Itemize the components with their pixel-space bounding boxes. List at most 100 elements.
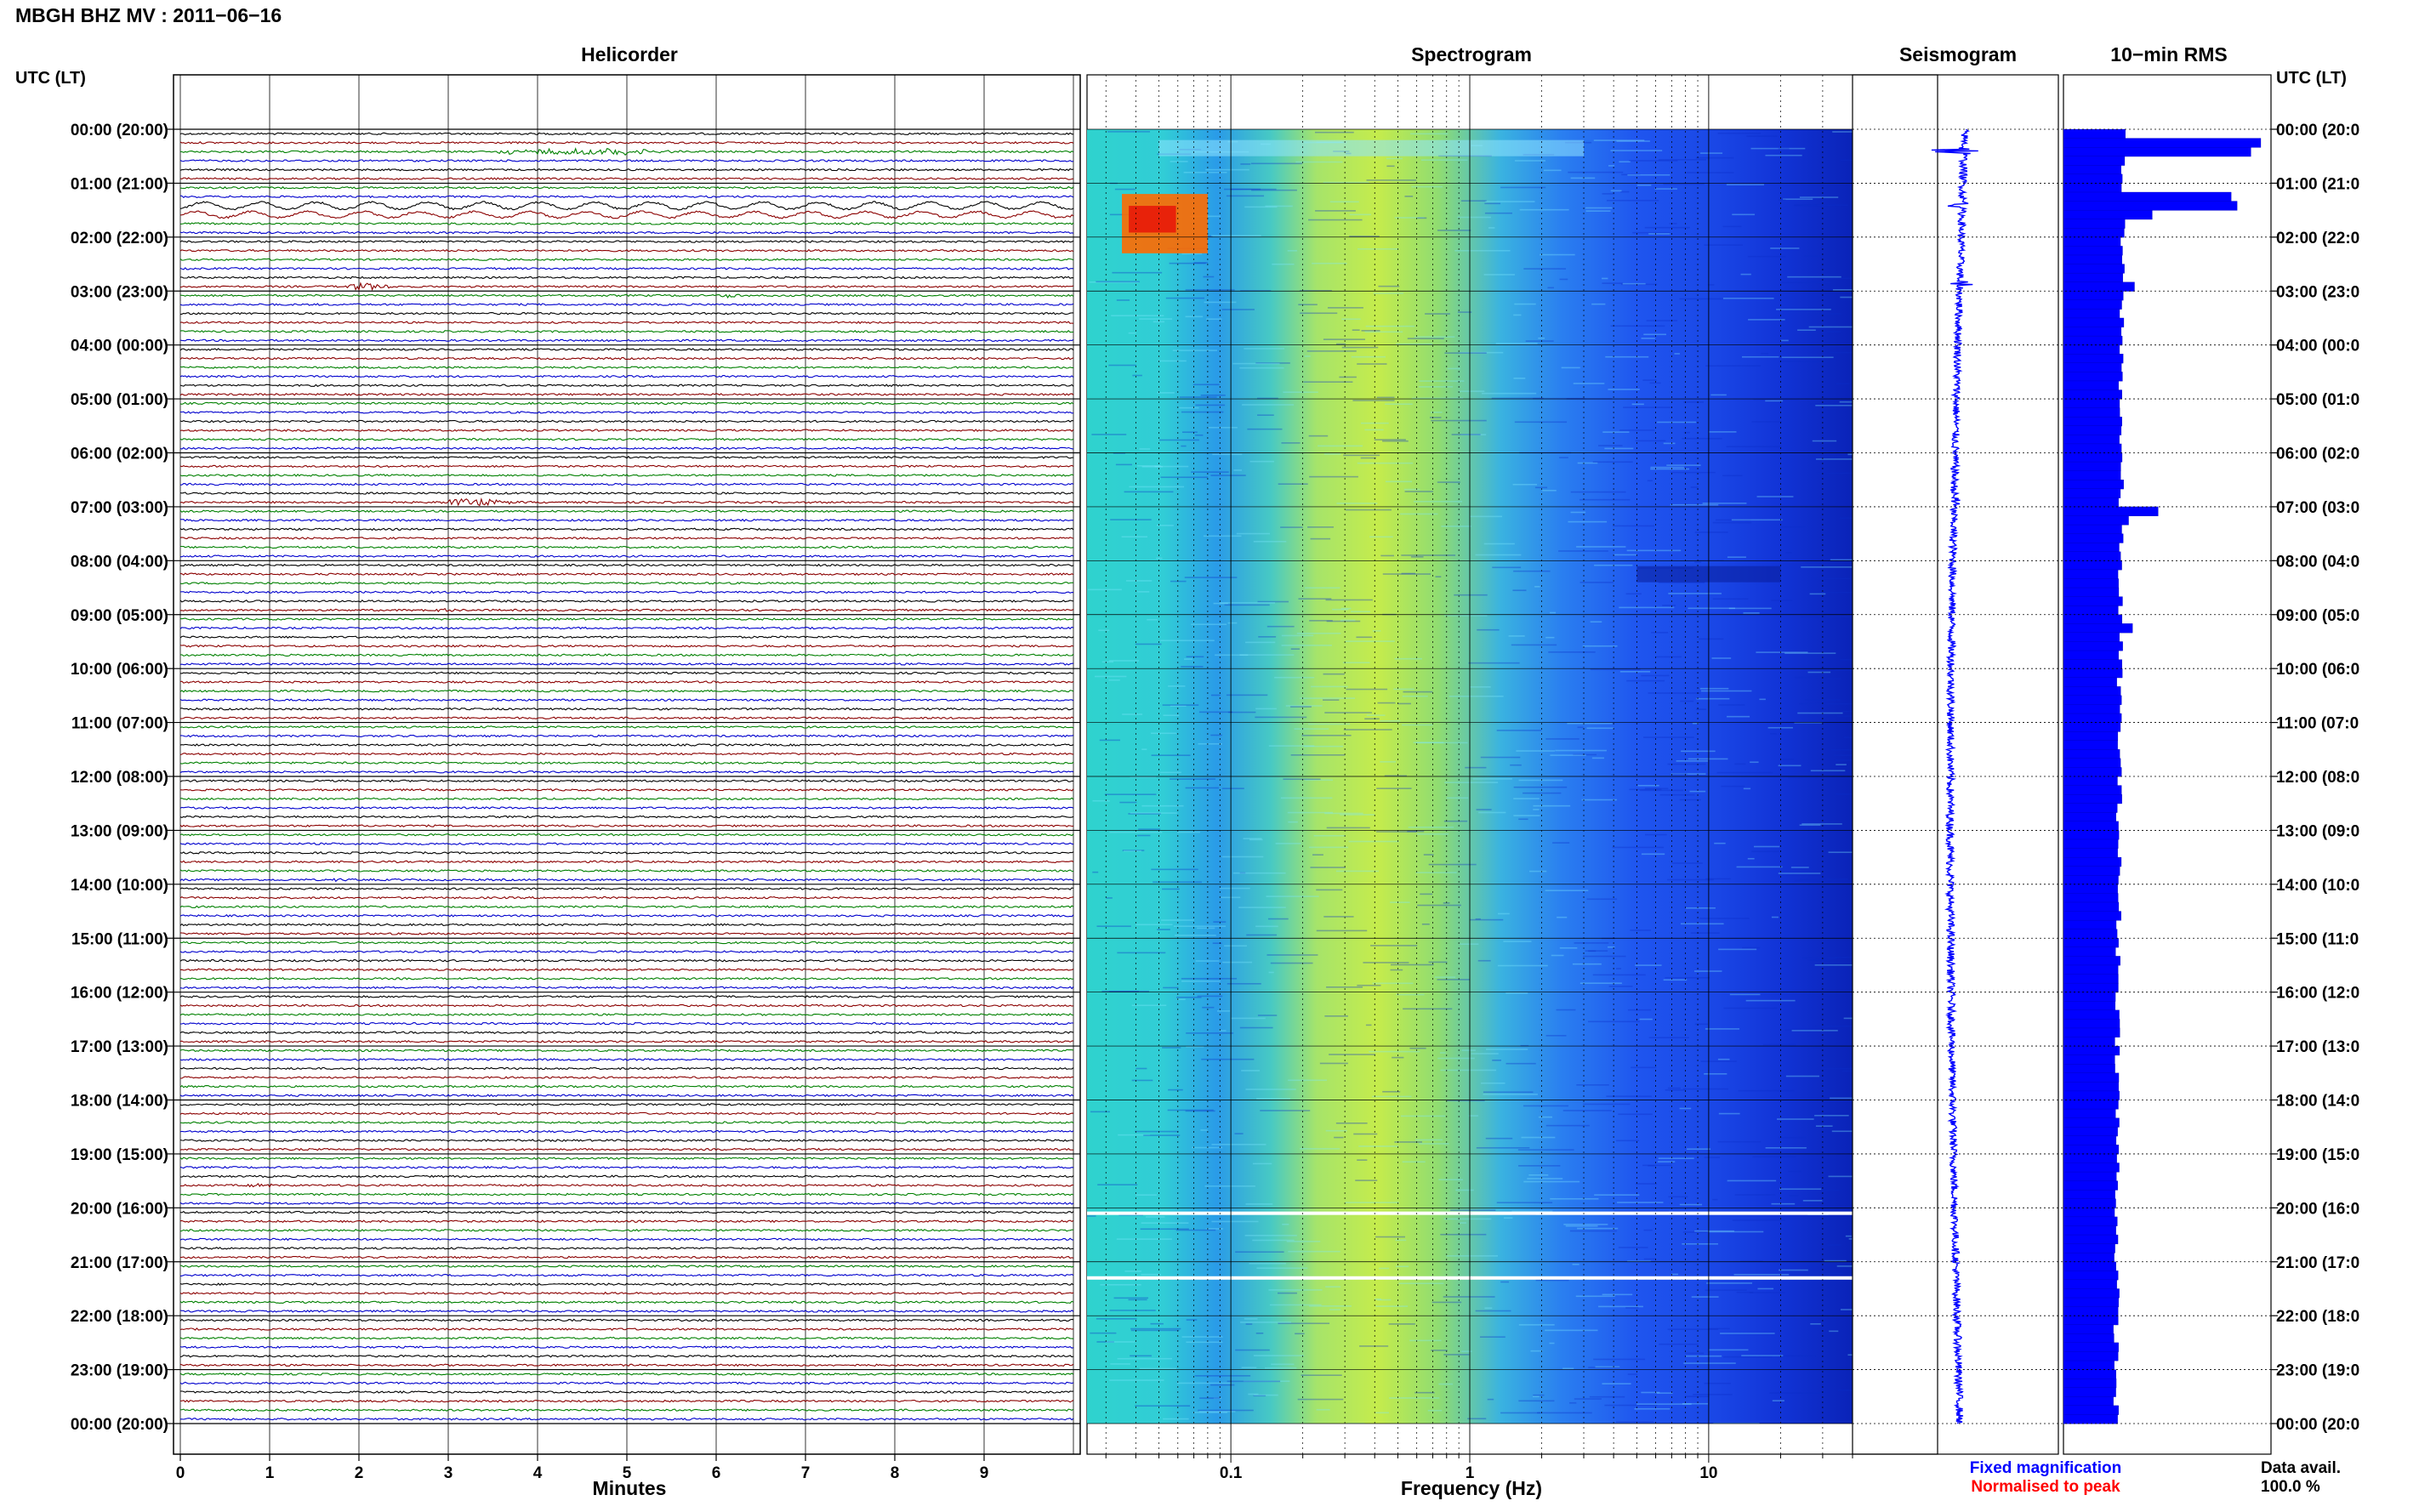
helicorder-trace (179, 311, 1073, 315)
spectrogram-streak (1572, 963, 1602, 965)
helicorder-trace (179, 1094, 1074, 1098)
spectrogram-streak (1137, 591, 1150, 593)
spectrogram-streak (1847, 453, 1853, 456)
rms-bar (2063, 1100, 2119, 1110)
spectrogram-streak (1376, 396, 1395, 399)
spectrogram-streak (1602, 193, 1615, 195)
spectrogram-streak (1233, 469, 1242, 471)
spectrogram-streak (1809, 403, 1853, 405)
spectrogram-streak (1170, 161, 1188, 162)
rms-bar (2063, 272, 2124, 283)
helicorder-title: Helicorder (581, 43, 678, 65)
spectrogram-streak (1255, 362, 1290, 364)
spectrogram-streak (1727, 715, 1750, 718)
spectrogram-streak (1641, 338, 1655, 339)
spectrogram-streak (1626, 679, 1665, 682)
rms-bar (2063, 659, 2123, 669)
rms-bar (2063, 740, 2118, 750)
spectrogram-streak (1572, 1264, 1579, 1265)
helicorder-trace (180, 545, 1074, 549)
helicorder-x-tick-label: 9 (980, 1464, 989, 1482)
spectrogram-streak (1845, 1235, 1852, 1237)
spectrogram-streak (1810, 770, 1846, 772)
spectrogram-streak (1109, 1310, 1156, 1311)
rms-bar (2063, 173, 2123, 184)
spectrogram-streak (1305, 779, 1334, 782)
spectrogram-streak (1671, 471, 1716, 474)
spectrogram-streak (1567, 722, 1613, 725)
spectrogram-streak (1537, 1412, 1592, 1414)
rms-bar (2063, 417, 2122, 427)
spectrogram-streak (1579, 582, 1614, 583)
spectrogram-streak (1654, 188, 1677, 190)
rms-bar (2063, 219, 2126, 229)
spectrogram-streak (1179, 406, 1199, 409)
spectrogram-streak (1212, 942, 1222, 944)
rms-bar (2063, 254, 2122, 264)
helicorder-trace (179, 258, 1074, 262)
spectrogram-streak (1310, 867, 1346, 868)
spectrogram-streak (1220, 602, 1276, 604)
spectrogram-streak (1602, 431, 1630, 433)
spectrogram-streak (1671, 773, 1706, 775)
spectrogram-streak (1570, 491, 1626, 493)
helicorder-trace (179, 824, 1074, 827)
spectrogram-streak (1637, 785, 1659, 787)
spectrogram-streak (1705, 1289, 1747, 1291)
spectrogram-streak (1616, 968, 1622, 969)
spectrogram-streak (1801, 823, 1842, 825)
spectrogram-streak (1516, 750, 1556, 752)
spectrogram-streak (1181, 253, 1203, 255)
spectrogram-streak (1790, 867, 1809, 868)
time-label-left: 19:00 (15:00) (71, 1146, 168, 1164)
spectrogram-streak (1534, 586, 1540, 588)
spectrogram-streak (1829, 351, 1853, 354)
spectrogram-streak (1177, 831, 1201, 833)
spectrogram-streak (1336, 343, 1346, 345)
rms-bar (2063, 1279, 2117, 1289)
helicorder-trace (179, 1399, 1074, 1403)
spectrogram-streak (1812, 440, 1837, 442)
rms-bar (2063, 821, 2119, 831)
helicorder-trace (179, 635, 1074, 639)
spectrogram-streak (1153, 321, 1164, 323)
spectrogram-streak (1117, 1357, 1173, 1360)
spectrogram-streak (1435, 576, 1442, 578)
spectrogram-streak (1718, 1112, 1740, 1115)
spectrogram-streak (1255, 716, 1307, 719)
spectrogram-streak (1513, 378, 1526, 379)
helicorder-trace (179, 429, 1074, 432)
helicorder-panel: 0 1 2 3 4 5 6 7 8 9 (173, 74, 1081, 1482)
helicorder-trace (179, 689, 1074, 693)
spectrogram-streak (1811, 577, 1851, 580)
spectrogram-streak (1342, 662, 1370, 664)
helicorder-trace (179, 1174, 1074, 1179)
spectrogram-streak (1382, 440, 1409, 442)
spectrogram-streak (1181, 411, 1224, 413)
spectrogram-streak (1679, 1107, 1692, 1110)
spectrogram-streak (1361, 330, 1380, 332)
rms-bar (2063, 632, 2120, 642)
spectrogram-streak (1162, 704, 1199, 706)
rms-bar (2063, 497, 2119, 508)
spectrogram-streak (1446, 1255, 1499, 1257)
spectrogram-streak (1667, 763, 1706, 765)
spectrogram-streak (1193, 262, 1209, 264)
spectrogram-streak (1513, 798, 1540, 799)
spectrogram-streak (1347, 1423, 1365, 1424)
spectrogram-streak (1733, 1273, 1790, 1276)
spectrogram-streak (1410, 556, 1424, 558)
rms-bar (2063, 677, 2117, 687)
helicorder-trace (179, 761, 1074, 765)
spectrogram-streak (1608, 165, 1615, 167)
spectrogram-streak (1341, 318, 1361, 321)
spectrogram-streak (1358, 1145, 1399, 1147)
spectrogram-streak (1739, 1259, 1763, 1262)
spectrogram-streak (1608, 986, 1633, 987)
spectrogram-streak (1270, 962, 1313, 964)
spectrogram-streak (1814, 964, 1853, 966)
rms-bar (2063, 1270, 2119, 1281)
rms-bar (2063, 560, 2122, 571)
rms-bar (2063, 713, 2122, 724)
spectrogram-streak (1732, 213, 1756, 216)
